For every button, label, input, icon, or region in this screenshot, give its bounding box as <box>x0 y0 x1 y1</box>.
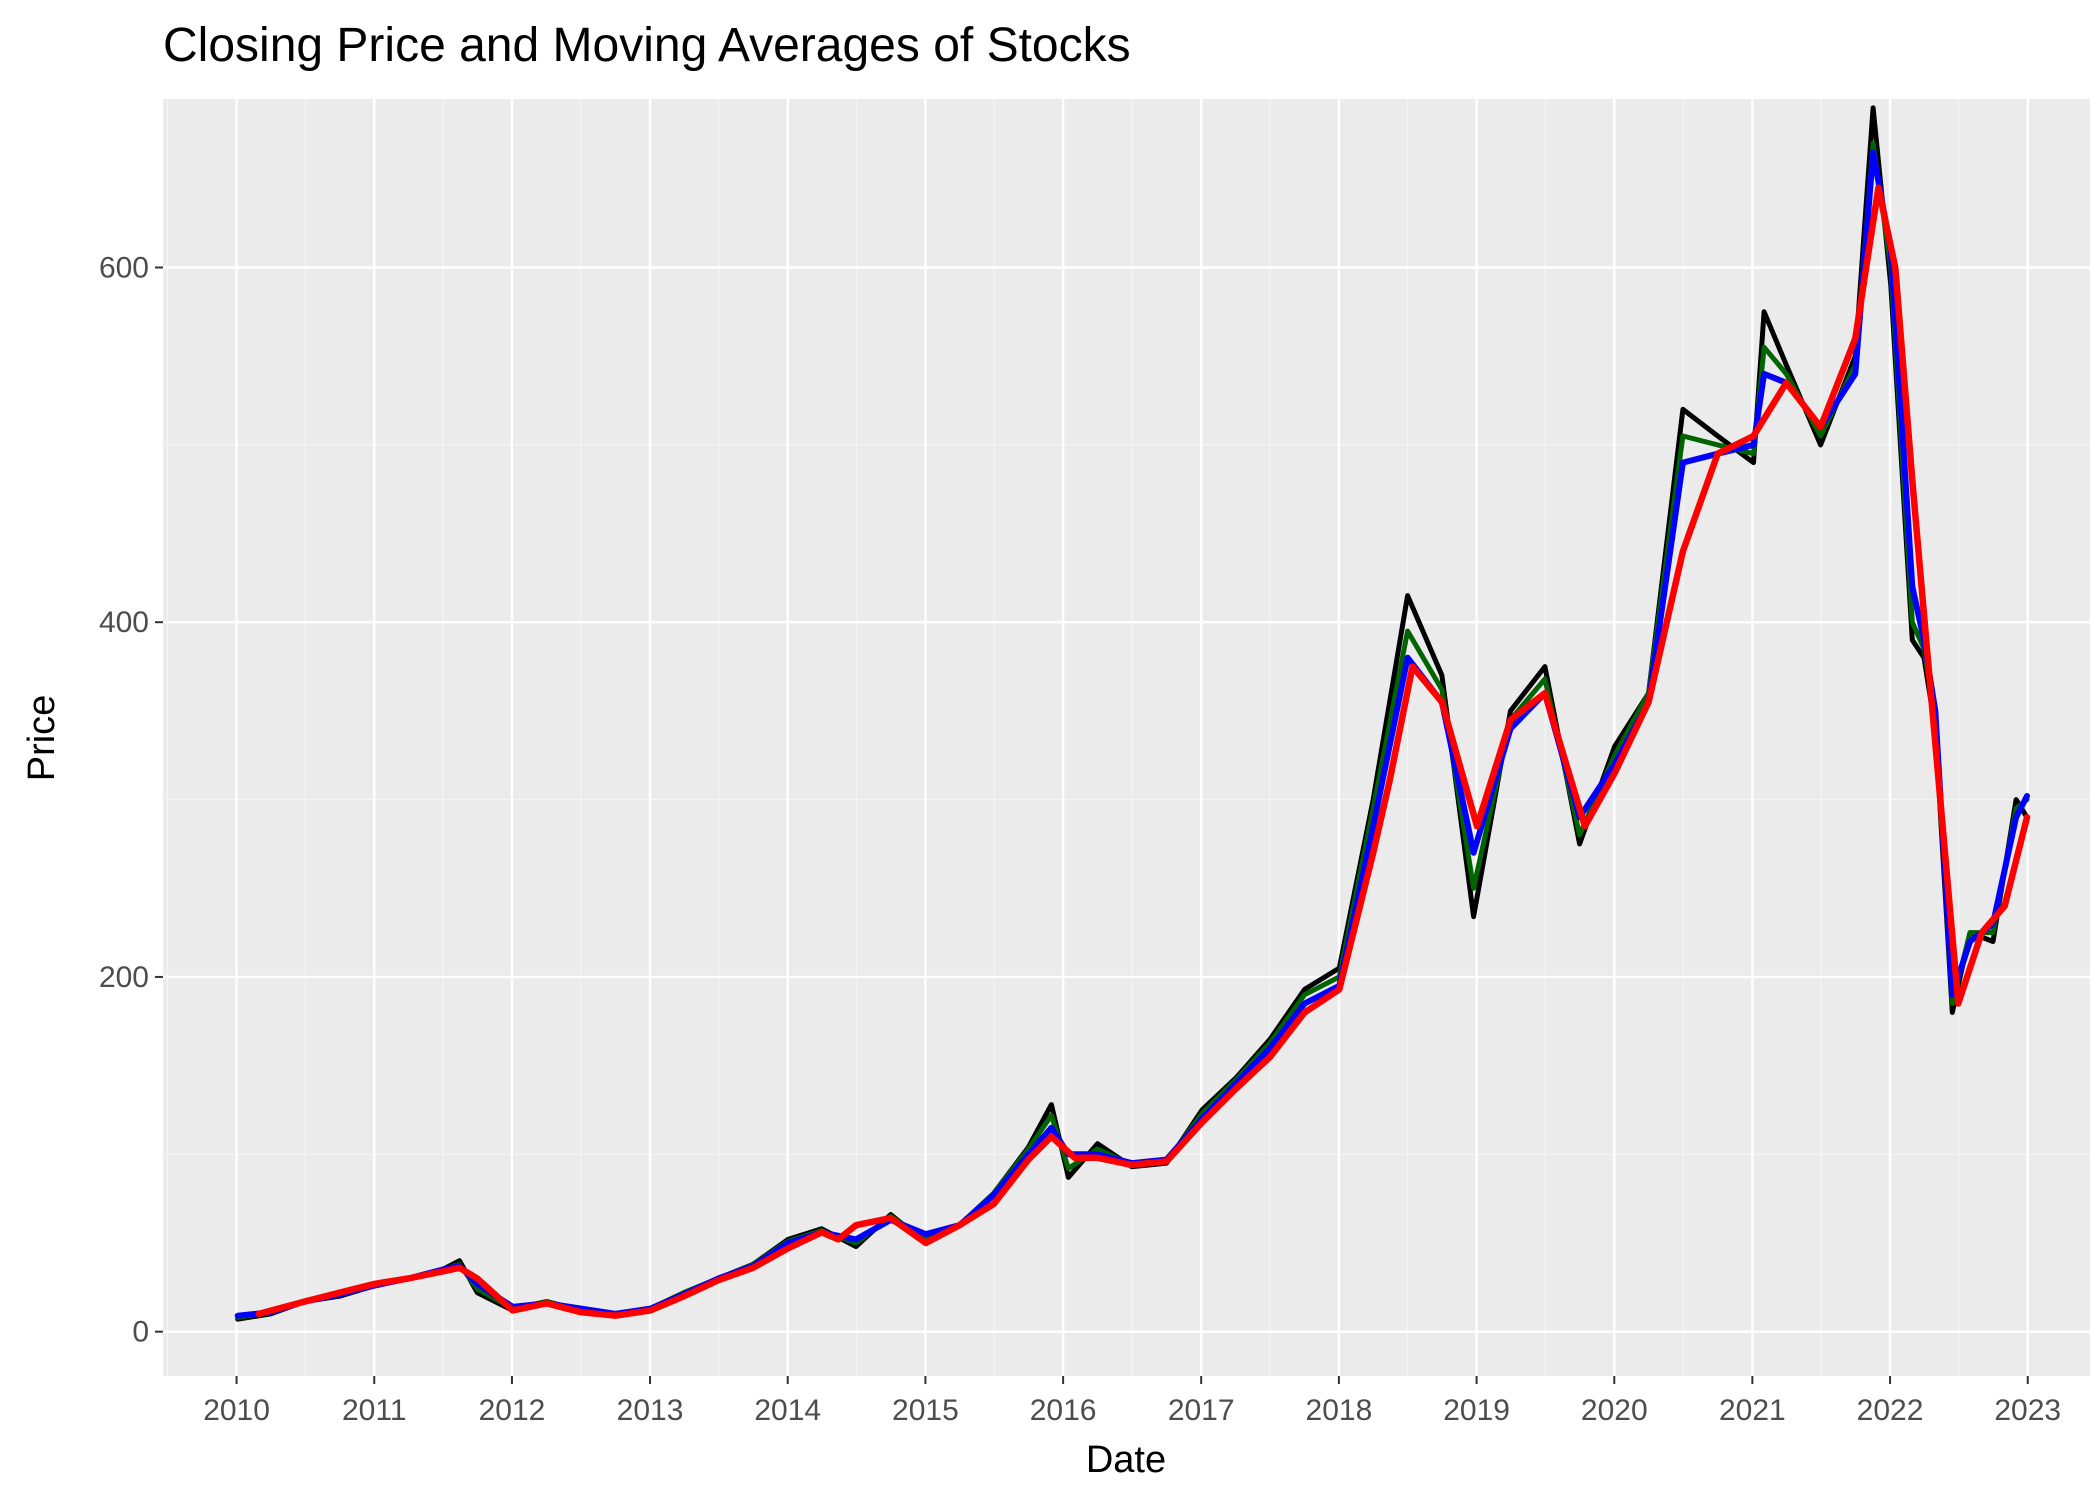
chart-title: Closing Price and Moving Averages of Sto… <box>163 19 1131 72</box>
series-line-4 <box>255 184 2031 1319</box>
x-tick-label: 2010 <box>203 1394 270 1427</box>
x-tick-label: 2022 <box>1857 1394 1924 1427</box>
x-axis: 2010 2011 2012 2013 2014 2015 2016 2017 2018 2019… <box>203 1376 2061 1427</box>
x-tick-label: 2014 <box>754 1394 821 1427</box>
x-axis-title: Date <box>1086 1439 1166 1481</box>
x-tick-label: 2018 <box>1306 1394 1373 1427</box>
y-tick-label: 400 <box>99 606 149 639</box>
x-tick-label: 2020 <box>1581 1394 1648 1427</box>
x-tick-label: 2019 <box>1443 1394 1510 1427</box>
y-tick-label: 0 <box>132 1316 149 1349</box>
y-tick-label: 200 <box>99 961 149 994</box>
x-tick-label: 2017 <box>1168 1394 1235 1427</box>
x-tick-label: 2015 <box>892 1394 959 1427</box>
grid-major <box>163 99 2090 1376</box>
x-tick-label: 2011 <box>342 1394 407 1427</box>
series-layer <box>234 105 2031 1322</box>
y-axis: 0 200 400 600 <box>99 251 163 1349</box>
x-tick-label: 2021 <box>1719 1394 1786 1427</box>
y-tick-label: 600 <box>99 251 149 284</box>
x-tick-label: 2012 <box>479 1394 546 1427</box>
plot-panel <box>163 99 2090 1376</box>
x-tick-label: 2016 <box>1030 1394 1097 1427</box>
y-axis-title: Price <box>21 695 63 782</box>
x-tick-label: 2013 <box>617 1394 684 1427</box>
grid-minor <box>163 99 2090 1376</box>
x-tick-label: 2023 <box>1994 1394 2061 1427</box>
